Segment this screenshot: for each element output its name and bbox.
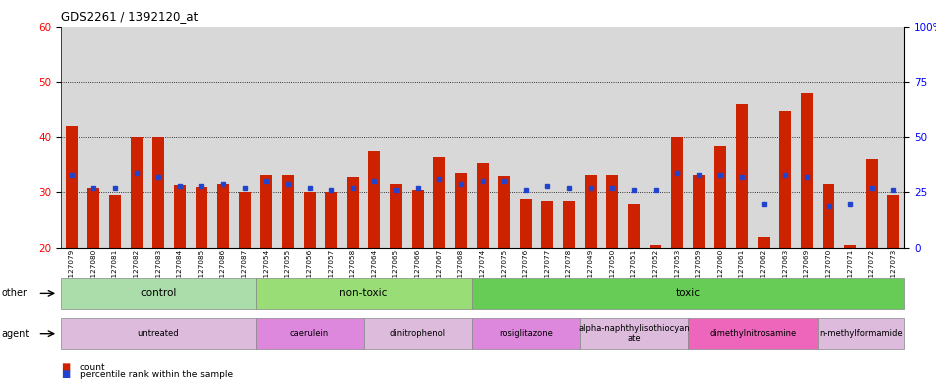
Bar <box>476 163 488 248</box>
Bar <box>839 27 860 248</box>
Bar <box>125 27 147 248</box>
Bar <box>256 27 277 248</box>
Bar <box>817 27 839 248</box>
Bar <box>606 175 618 248</box>
Bar <box>843 245 856 248</box>
Bar <box>536 27 558 248</box>
Bar <box>730 27 752 248</box>
Bar <box>82 27 104 248</box>
Text: control: control <box>139 288 176 298</box>
Bar <box>299 27 320 248</box>
Bar <box>822 184 834 248</box>
Text: caerulein: caerulein <box>289 329 329 338</box>
Bar <box>665 27 687 248</box>
Bar <box>66 126 78 248</box>
Text: toxic: toxic <box>675 288 700 298</box>
Text: GDS2261 / 1392120_at: GDS2261 / 1392120_at <box>61 10 197 23</box>
Bar <box>519 199 532 248</box>
Text: other: other <box>2 288 28 298</box>
Bar <box>800 93 812 248</box>
Bar <box>515 27 536 248</box>
Bar <box>713 146 725 248</box>
Bar <box>196 187 207 248</box>
Bar <box>389 184 402 248</box>
Bar <box>736 104 747 248</box>
Bar <box>239 192 251 248</box>
Bar <box>109 195 121 248</box>
Bar <box>325 192 337 248</box>
Bar <box>346 177 358 248</box>
Bar <box>757 237 768 248</box>
Bar <box>368 151 380 248</box>
Bar <box>670 137 682 248</box>
Bar <box>865 159 877 248</box>
Text: ■: ■ <box>61 369 70 379</box>
Bar <box>752 27 774 248</box>
Text: dinitrophenol: dinitrophenol <box>389 329 446 338</box>
Bar <box>558 27 579 248</box>
Text: non-toxic: non-toxic <box>339 288 388 298</box>
Text: ■: ■ <box>61 362 70 372</box>
Bar <box>471 27 493 248</box>
Bar <box>104 27 125 248</box>
Bar <box>627 204 639 248</box>
Bar <box>687 27 709 248</box>
Bar <box>147 27 168 248</box>
Bar <box>320 27 342 248</box>
Bar <box>498 176 509 248</box>
Bar <box>779 111 790 248</box>
Bar <box>406 27 428 248</box>
Text: rosiglitazone: rosiglitazone <box>498 329 552 338</box>
Bar <box>601 27 622 248</box>
Bar <box>130 137 142 248</box>
Bar <box>217 184 228 248</box>
Text: untreated: untreated <box>138 329 179 338</box>
Bar <box>541 201 553 248</box>
Bar <box>234 27 256 248</box>
Bar <box>342 27 363 248</box>
Bar <box>303 192 315 248</box>
Text: n-methylformamide: n-methylformamide <box>818 329 901 338</box>
Bar <box>584 175 596 248</box>
Bar <box>649 245 661 248</box>
Bar <box>563 201 575 248</box>
Bar <box>579 27 601 248</box>
Bar <box>493 27 515 248</box>
Bar <box>622 27 644 248</box>
Bar <box>432 157 445 248</box>
Bar <box>152 137 164 248</box>
Text: percentile rank within the sample: percentile rank within the sample <box>80 370 232 379</box>
Bar <box>87 188 99 248</box>
Bar <box>882 27 903 248</box>
Bar <box>860 27 882 248</box>
Bar <box>61 27 82 248</box>
Bar <box>174 185 185 248</box>
Bar <box>886 195 899 248</box>
Text: count: count <box>80 363 105 372</box>
Bar <box>428 27 449 248</box>
Bar <box>277 27 299 248</box>
Text: alpha-naphthylisothiocyan
ate: alpha-naphthylisothiocyan ate <box>578 324 689 343</box>
Bar <box>260 175 272 248</box>
Bar <box>796 27 817 248</box>
Bar <box>385 27 406 248</box>
Bar <box>455 173 466 248</box>
Bar <box>411 190 423 248</box>
Bar <box>212 27 234 248</box>
Bar <box>709 27 730 248</box>
Text: dimethylnitrosamine: dimethylnitrosamine <box>709 329 796 338</box>
Bar <box>774 27 796 248</box>
Bar <box>282 175 294 248</box>
Bar <box>692 175 704 248</box>
Bar <box>644 27 665 248</box>
Text: agent: agent <box>2 329 30 339</box>
Bar <box>190 27 212 248</box>
Bar <box>363 27 385 248</box>
Bar <box>168 27 190 248</box>
Bar <box>449 27 471 248</box>
